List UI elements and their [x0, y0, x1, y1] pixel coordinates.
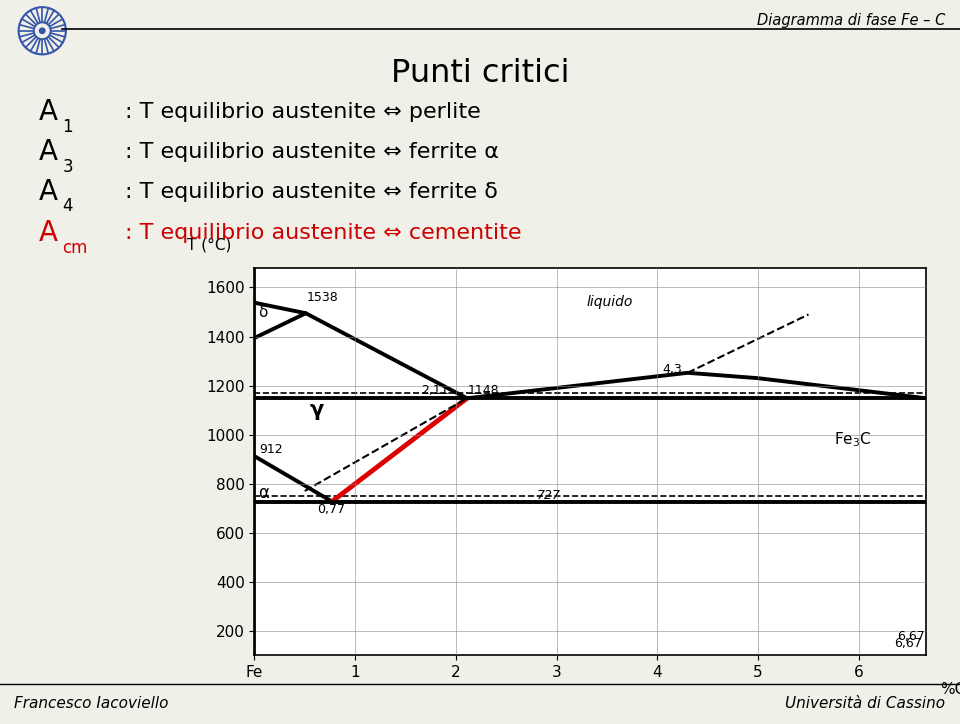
Text: Francesco Iacoviello: Francesco Iacoviello [14, 696, 169, 711]
Text: Diagramma di fase Fe – C: Diagramma di fase Fe – C [757, 13, 946, 28]
Text: T (°C): T (°C) [187, 237, 231, 253]
Text: A: A [38, 178, 58, 206]
Text: 912: 912 [259, 443, 283, 456]
Text: 3: 3 [62, 158, 73, 175]
Text: γ: γ [310, 400, 324, 420]
Text: δ: δ [258, 305, 268, 319]
Text: Università di Cassino: Università di Cassino [785, 696, 946, 711]
Text: 6,67: 6,67 [894, 637, 922, 650]
Text: 2,11: 2,11 [420, 384, 448, 397]
Text: A: A [38, 98, 58, 126]
Text: 1: 1 [62, 118, 73, 135]
Text: A: A [38, 138, 58, 166]
Text: 0,77: 0,77 [317, 503, 345, 516]
Text: Fe$_3$C: Fe$_3$C [833, 430, 871, 449]
Circle shape [36, 24, 49, 38]
Text: : T equilibrio austenite ⇔ perlite: : T equilibrio austenite ⇔ perlite [125, 102, 481, 122]
Text: 4,3: 4,3 [662, 363, 683, 376]
Text: %C: %C [940, 682, 960, 697]
Text: : T equilibrio austenite ⇔ cementite: : T equilibrio austenite ⇔ cementite [125, 223, 521, 243]
Text: 6,67: 6,67 [898, 630, 924, 643]
Circle shape [34, 22, 51, 39]
Text: liquido: liquido [587, 295, 634, 309]
Text: cm: cm [62, 239, 87, 256]
Text: : T equilibrio austenite ⇔ ferrite α: : T equilibrio austenite ⇔ ferrite α [125, 142, 499, 162]
Text: A: A [38, 219, 58, 247]
Text: 1148: 1148 [468, 384, 499, 397]
Text: 1538: 1538 [307, 291, 339, 304]
Text: : T equilibrio austenite ⇔ ferrite δ: : T equilibrio austenite ⇔ ferrite δ [125, 182, 497, 202]
Circle shape [39, 28, 45, 33]
Text: α: α [258, 484, 270, 502]
Text: Punti critici: Punti critici [391, 58, 569, 89]
Text: 4: 4 [62, 198, 73, 215]
Text: 727: 727 [537, 489, 561, 502]
